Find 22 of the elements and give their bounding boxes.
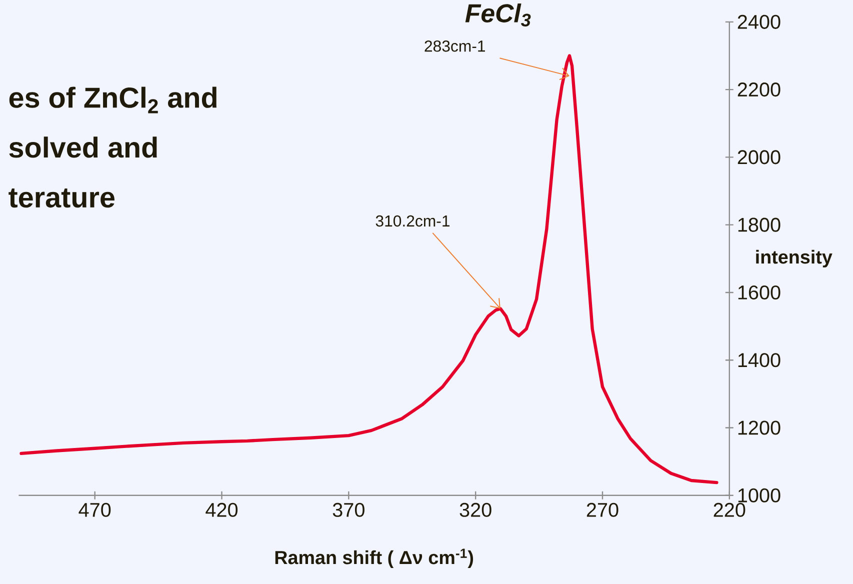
x-tick-label: 420 [206, 502, 238, 517]
annotation: solved and [9, 136, 157, 158]
x-tick-label: 370 [332, 502, 364, 517]
y-tick-label: 1600 [738, 285, 780, 300]
x-tick-label: 320 [460, 502, 492, 517]
y-tick-label: 1200 [738, 420, 780, 435]
annotation: 310.2cm-1 [376, 215, 450, 227]
x-tick-label: 220 [714, 502, 746, 517]
y-tick-label: 2400 [738, 14, 780, 29]
x-axis-title: Raman shift ( Δν cm$^{-1}$) [275, 548, 474, 568]
y-tick-label: 1800 [738, 218, 780, 232]
x-tick-label: 470 [78, 502, 111, 517]
y-axis-title: intensity [756, 250, 832, 268]
y-tick-label: 1400 [738, 353, 780, 368]
x-tick-label: 270 [586, 502, 618, 517]
y-tick-label: 2000 [738, 150, 780, 164]
annotation: terature [8, 188, 114, 208]
y-tick-label: 1000 [738, 488, 780, 502]
annotation: es of ZnCl$_{2}$ and [9, 86, 216, 114]
annotation: 283cm-1 [424, 40, 485, 52]
chart-title: FeCl$_{3}$ [465, 3, 531, 26]
y-tick-label: 2200 [738, 82, 780, 97]
